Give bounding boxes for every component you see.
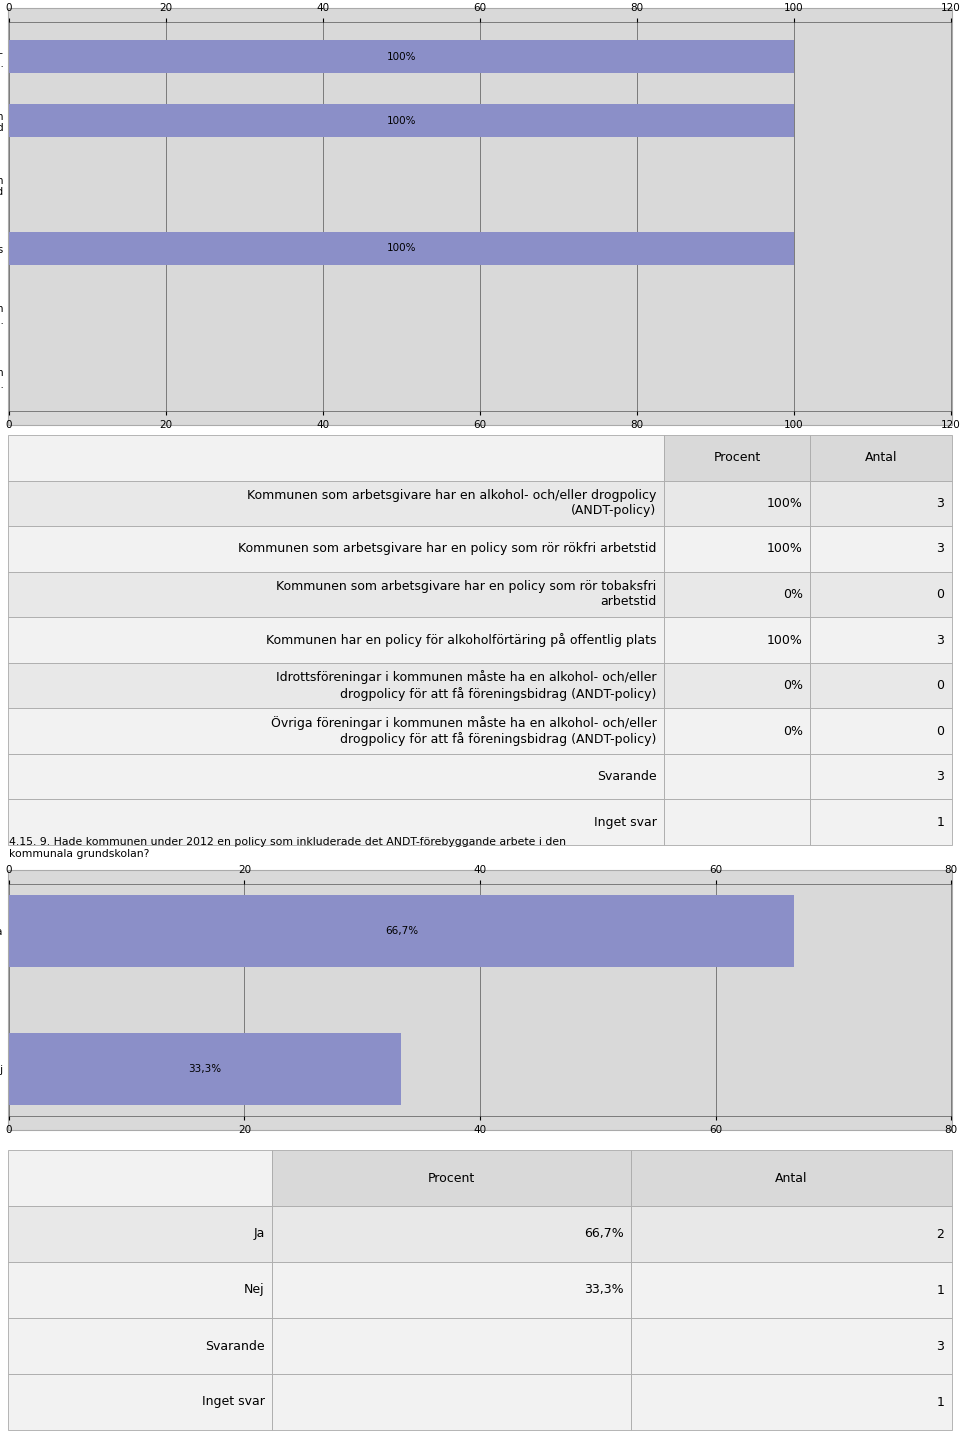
Text: Inget svar: Inget svar <box>202 1396 265 1409</box>
Text: 0%: 0% <box>782 679 803 692</box>
Bar <box>9 232 794 265</box>
Text: Svarande: Svarande <box>597 770 657 783</box>
Bar <box>631 1318 952 1374</box>
Bar <box>631 1262 952 1318</box>
Text: 0: 0 <box>936 589 945 602</box>
Text: 3: 3 <box>937 543 945 555</box>
Bar <box>664 435 810 481</box>
Bar <box>631 1206 952 1262</box>
Bar <box>8 708 664 754</box>
Text: 66,7%: 66,7% <box>385 925 419 935</box>
Bar <box>664 617 810 663</box>
Text: 100%: 100% <box>387 52 417 62</box>
Bar <box>664 708 810 754</box>
Text: Procent: Procent <box>428 1171 475 1184</box>
Text: Idrottsföreningar i kommunen måste ha en alkohol- och/eller
drogpolicy för att f: Idrottsföreningar i kommunen måste ha en… <box>276 671 657 701</box>
Text: 0: 0 <box>936 725 945 738</box>
Bar <box>273 1262 631 1318</box>
Text: 3: 3 <box>937 1340 945 1353</box>
Bar <box>8 663 664 708</box>
Text: 100%: 100% <box>767 543 803 555</box>
Bar <box>273 1206 631 1262</box>
Bar <box>9 40 794 73</box>
Bar <box>664 800 810 845</box>
Text: Övriga föreningar i kommunen måste ha en alkohol- och/eller
drogpolicy för att f: Övriga föreningar i kommunen måste ha en… <box>271 717 657 747</box>
Text: 1: 1 <box>937 1284 945 1297</box>
Text: 33,3%: 33,3% <box>188 1065 222 1073</box>
Text: 66,7%: 66,7% <box>584 1227 623 1240</box>
Bar <box>273 1374 631 1430</box>
Bar <box>8 1150 273 1206</box>
Text: 2: 2 <box>937 1227 945 1240</box>
Bar <box>810 663 952 708</box>
Text: 100%: 100% <box>767 496 803 509</box>
Text: 1: 1 <box>937 816 945 829</box>
Bar <box>9 104 794 137</box>
Bar <box>9 895 795 967</box>
Bar <box>8 617 664 663</box>
Bar <box>664 754 810 800</box>
Bar <box>810 800 952 845</box>
Text: 100%: 100% <box>387 115 417 125</box>
Text: 3: 3 <box>937 633 945 646</box>
Bar <box>8 527 664 571</box>
Bar <box>8 800 664 845</box>
Bar <box>9 1033 401 1105</box>
Bar <box>664 571 810 617</box>
Text: Antal: Antal <box>776 1171 807 1184</box>
Text: Svarande: Svarande <box>205 1340 265 1353</box>
Text: 0: 0 <box>936 679 945 692</box>
Bar <box>664 663 810 708</box>
Text: 1: 1 <box>937 1396 945 1409</box>
Text: 4.15. 9. Hade kommunen under 2012 en policy som inkluderade det ANDT-förebyggand: 4.15. 9. Hade kommunen under 2012 en pol… <box>9 837 566 859</box>
Bar <box>631 1374 952 1430</box>
Bar <box>8 1206 273 1262</box>
Bar <box>810 754 952 800</box>
Text: Kommunen som arbetsgivare har en alkohol- och/eller drogpolicy
(ANDT-policy): Kommunen som arbetsgivare har en alkohol… <box>247 489 657 518</box>
Bar <box>810 571 952 617</box>
Bar <box>8 435 664 481</box>
Text: 33,3%: 33,3% <box>584 1284 623 1297</box>
Text: Kommunen har en policy för alkoholförtäring på offentlig plats: Kommunen har en policy för alkoholförtär… <box>266 633 657 648</box>
Text: Nej: Nej <box>244 1284 265 1297</box>
Text: 3: 3 <box>937 496 945 509</box>
Text: Ja: Ja <box>253 1227 265 1240</box>
Text: Kommunen som arbetsgivare har en policy som rör rökfri arbetstid: Kommunen som arbetsgivare har en policy … <box>238 543 657 555</box>
Text: 0%: 0% <box>782 725 803 738</box>
Bar <box>810 617 952 663</box>
Text: Kommunen som arbetsgivare har en policy som rör tobaksfri
arbetstid: Kommunen som arbetsgivare har en policy … <box>276 580 657 609</box>
Bar <box>810 527 952 571</box>
Bar <box>664 481 810 527</box>
Bar <box>8 481 664 527</box>
Bar <box>273 1150 631 1206</box>
Text: 100%: 100% <box>387 243 417 253</box>
Bar <box>810 481 952 527</box>
Bar <box>8 571 664 617</box>
Bar <box>8 1318 273 1374</box>
Text: 3: 3 <box>937 770 945 783</box>
Bar <box>273 1318 631 1374</box>
Bar <box>631 1150 952 1206</box>
Bar <box>8 1374 273 1430</box>
Bar <box>8 1262 273 1318</box>
Text: Procent: Procent <box>713 452 761 465</box>
Text: Antal: Antal <box>865 452 898 465</box>
Text: 100%: 100% <box>767 633 803 646</box>
Text: 0%: 0% <box>782 589 803 602</box>
Bar <box>810 435 952 481</box>
Bar <box>8 754 664 800</box>
Bar <box>664 527 810 571</box>
Text: Inget svar: Inget svar <box>593 816 657 829</box>
Bar <box>810 708 952 754</box>
